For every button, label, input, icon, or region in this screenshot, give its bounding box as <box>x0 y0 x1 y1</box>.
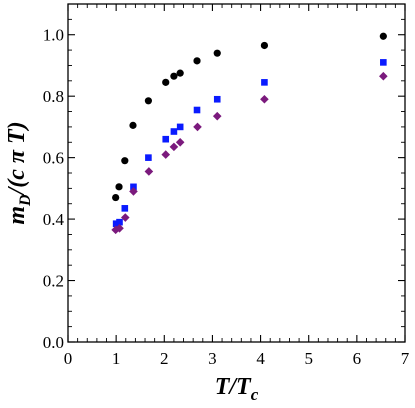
y-axis-label-rest: /(c π T) <box>4 121 30 196</box>
x-tick-label: 5 <box>304 349 313 368</box>
data-point-diamond <box>379 71 388 81</box>
x-tick-label: 0 <box>64 349 73 368</box>
data-point-square <box>213 95 221 103</box>
x-tick-label: 4 <box>256 349 265 368</box>
data-point-circle <box>129 121 137 129</box>
data-point-diamond <box>193 122 202 132</box>
data-point-circle <box>260 41 269 50</box>
data-point-square <box>176 123 184 131</box>
plot-frame <box>67 3 406 343</box>
x-tick-label: 2 <box>160 349 169 368</box>
y-tick-label: 0.4 <box>43 210 65 229</box>
data-point-diamond <box>212 111 222 121</box>
data-point-square <box>130 183 137 191</box>
data-point-square <box>145 154 152 161</box>
data-point-circle <box>144 97 152 105</box>
data-point-diamond <box>115 224 124 233</box>
y-axis-label-m: m <box>4 206 30 225</box>
data-point-square <box>112 220 120 227</box>
data-point-diamond <box>169 142 179 152</box>
data-point-circle <box>162 78 170 86</box>
axis-ticks <box>67 3 406 343</box>
x-tick-label: 7 <box>401 349 410 368</box>
data-point-diamond <box>175 137 185 147</box>
data-point-square <box>193 106 201 114</box>
data-point-square <box>116 218 123 226</box>
data-point-diamond <box>260 94 269 104</box>
data-point-square <box>162 135 170 143</box>
data-point-square <box>121 205 129 212</box>
x-tick-label: 1 <box>112 349 121 368</box>
axis-tick-labels: 0 1 2 3 4 5 6 7 0.0 0.2 0.4 0.6 0.8 1.0 <box>43 26 410 368</box>
data-point-diamond <box>144 167 154 176</box>
data-point-circle <box>193 57 201 65</box>
data-point-circle <box>112 193 120 202</box>
data-point-circle <box>121 157 129 165</box>
data-point-diamond <box>161 150 171 159</box>
data-point-diamond <box>120 213 130 222</box>
data-point-circle <box>213 49 221 57</box>
data-point-circle <box>170 72 178 80</box>
x-axis-label: T/Tc <box>215 374 259 404</box>
data-point-circle <box>115 183 123 191</box>
y-tick-label: 0.8 <box>43 87 64 106</box>
y-tick-label: 0.0 <box>43 333 64 352</box>
y-axis-label: mD/(c π T) <box>4 121 34 224</box>
y-tick-label: 0.6 <box>43 149 64 168</box>
data-points <box>111 32 388 235</box>
x-axis-label-subscript: c <box>251 385 259 404</box>
y-tick-label: 1.0 <box>43 26 64 45</box>
data-point-square <box>170 128 178 135</box>
x-tick-label: 6 <box>353 349 362 368</box>
x-tick-label: 3 <box>208 349 217 368</box>
data-point-square <box>261 79 268 86</box>
data-point-circle <box>379 32 387 40</box>
y-tick-label: 0.2 <box>43 272 64 291</box>
data-point-diamond <box>129 187 138 196</box>
data-point-square <box>380 59 387 66</box>
y-axis-label-subscript: D <box>17 194 34 207</box>
x-axis-label-main: T/T <box>215 374 252 400</box>
data-point-circle <box>176 69 184 77</box>
